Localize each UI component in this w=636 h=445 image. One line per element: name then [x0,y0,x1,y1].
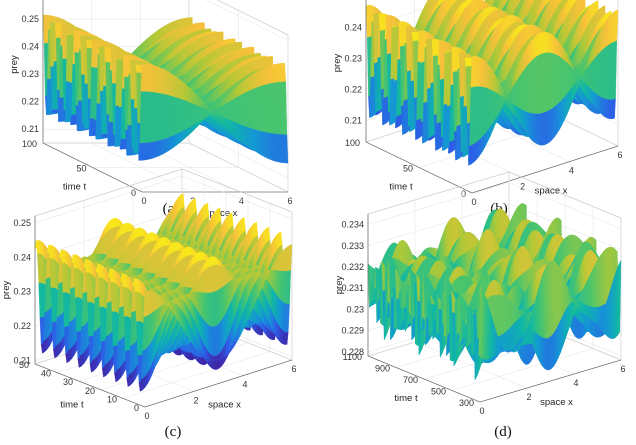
panel-a: 0.210.220.230.240.250.260246050100preysp… [9,0,293,219]
z-gridline [205,0,289,41]
surface-plot [42,14,289,164]
